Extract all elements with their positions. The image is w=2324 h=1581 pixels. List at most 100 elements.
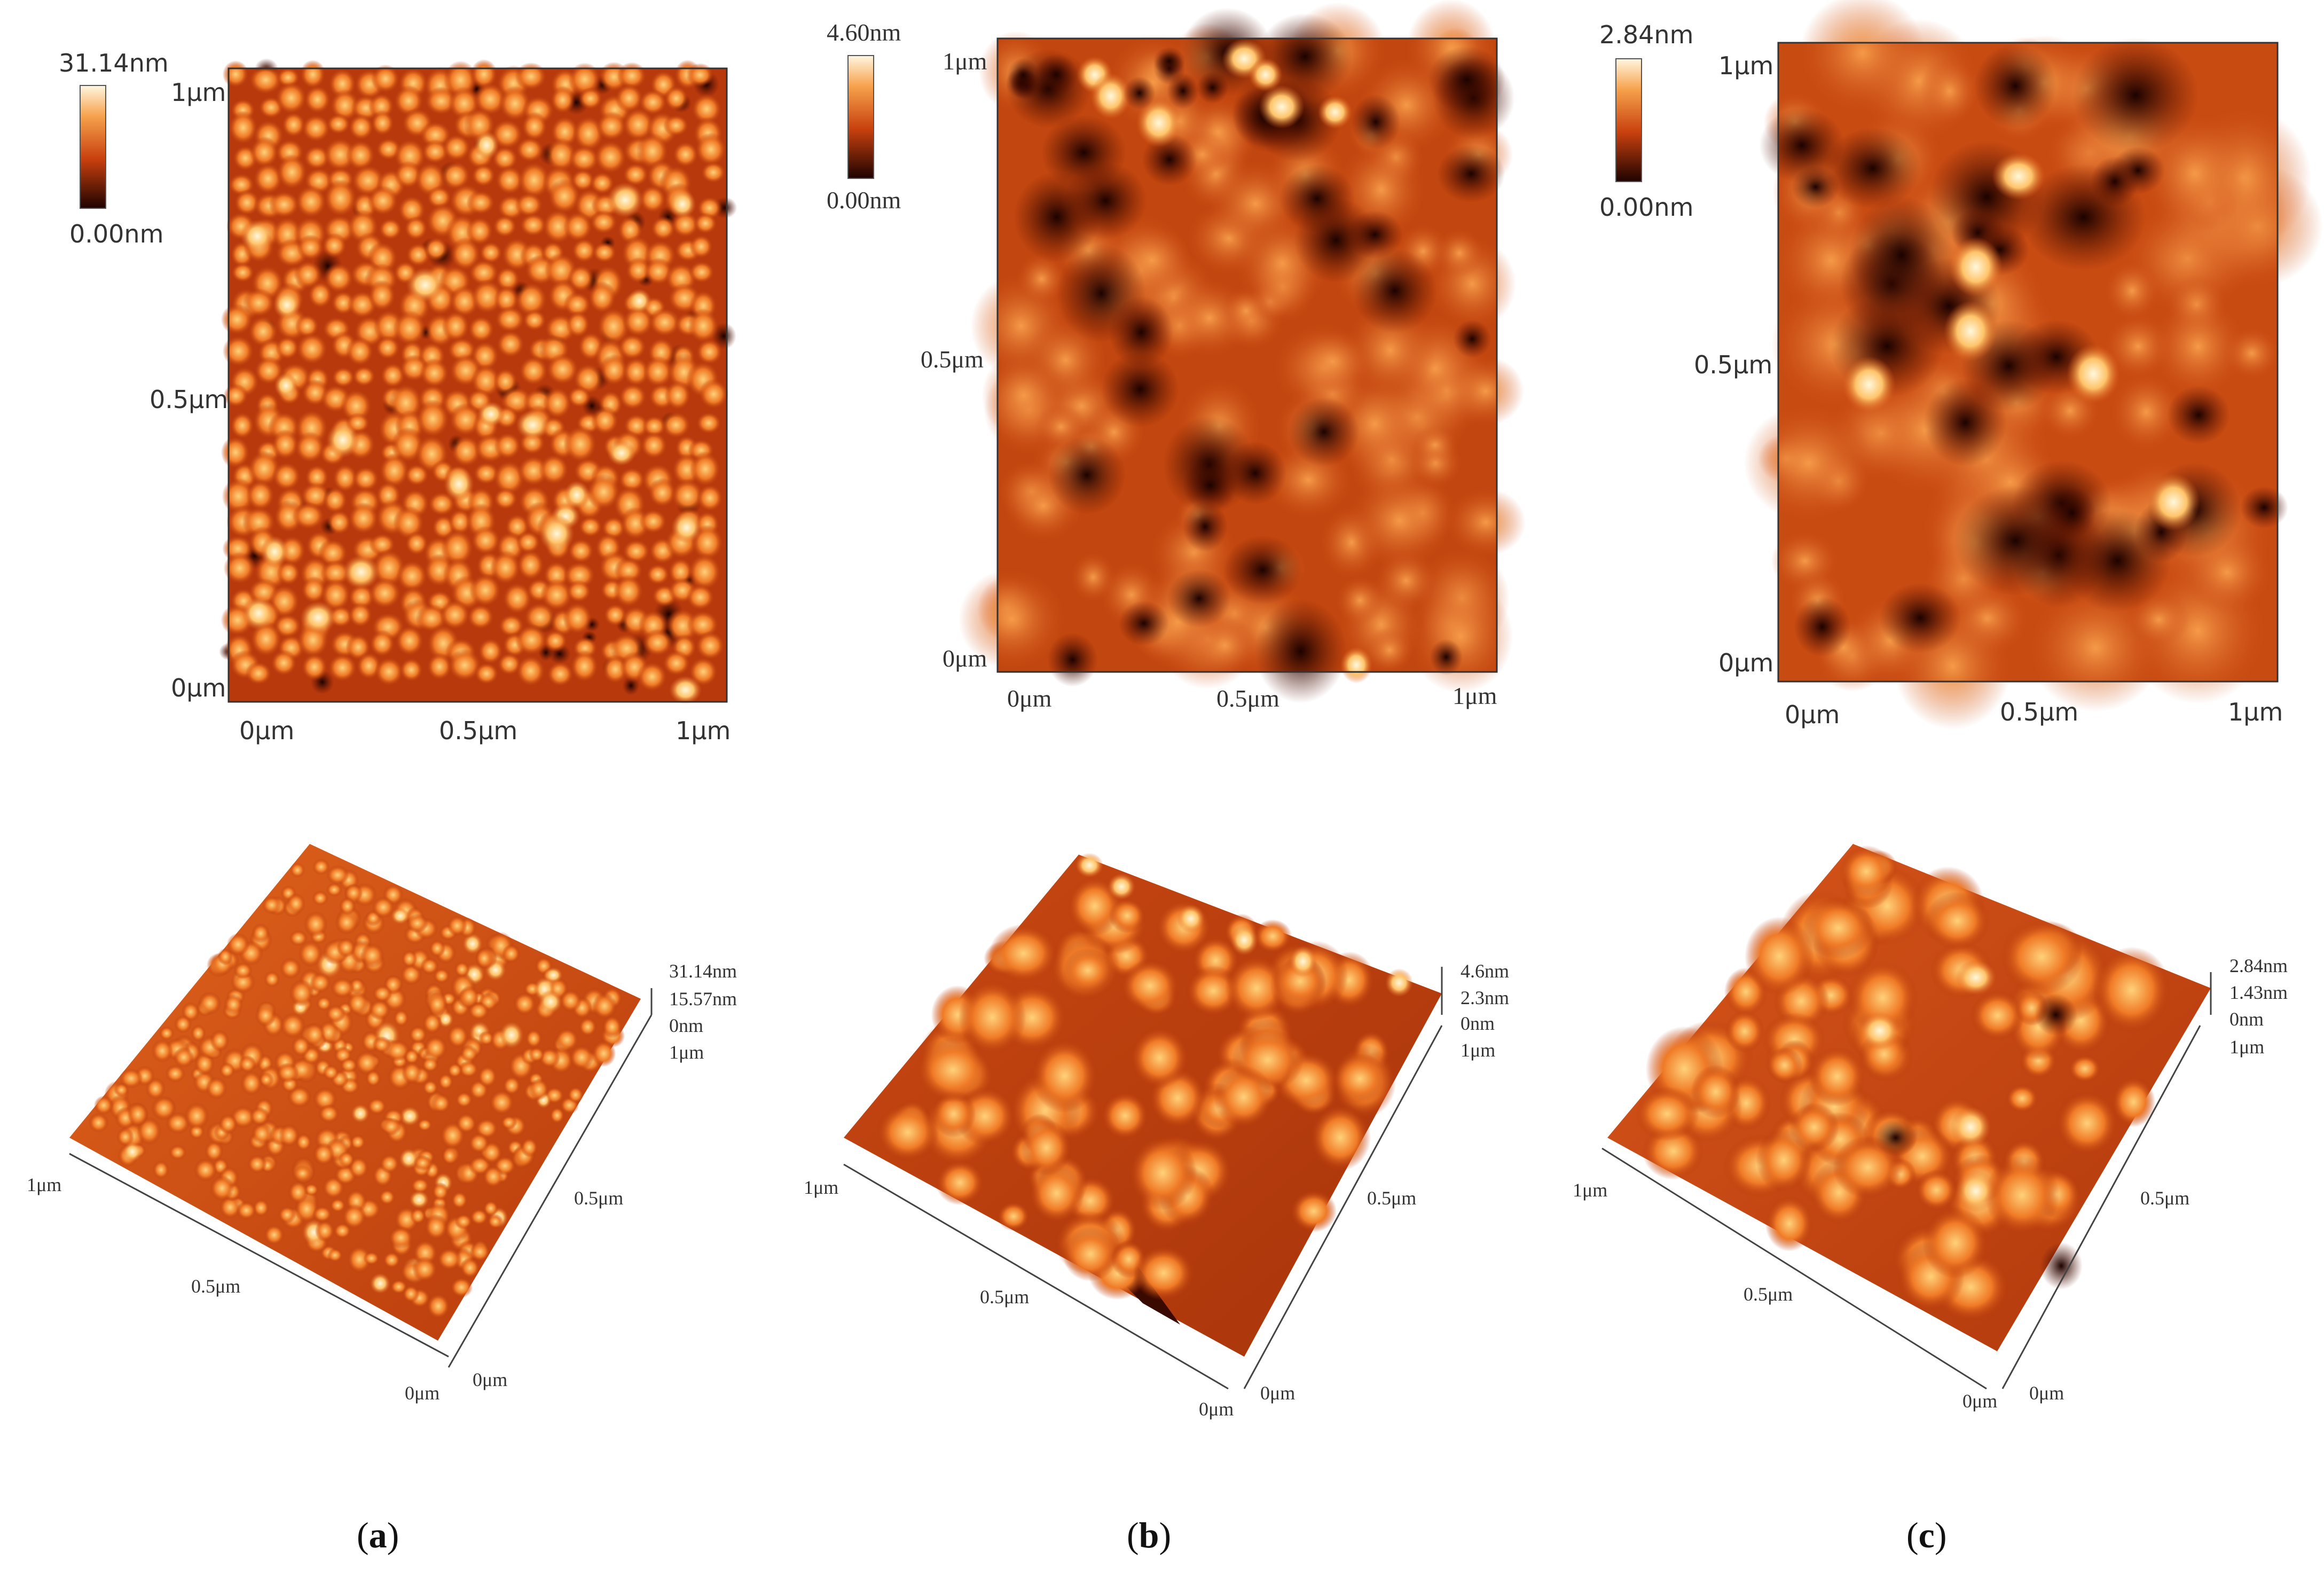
peak xyxy=(339,897,356,915)
grain-bright xyxy=(342,554,380,590)
peak xyxy=(438,1073,454,1090)
peak xyxy=(1766,1047,1803,1084)
grain xyxy=(301,114,331,143)
grain xyxy=(222,60,249,88)
dark-spot xyxy=(1196,71,1229,104)
bright-domain xyxy=(1842,356,1896,413)
dark-pit xyxy=(1874,1119,1917,1156)
grain xyxy=(326,113,351,135)
grain xyxy=(301,653,328,681)
peak xyxy=(1847,960,1918,1035)
peak xyxy=(958,980,1026,1055)
texture-blob xyxy=(1365,627,1414,674)
grain xyxy=(646,563,670,585)
grain xyxy=(378,218,403,240)
peak xyxy=(174,1015,192,1034)
texture-pit xyxy=(1167,569,1231,628)
peak xyxy=(592,992,617,1020)
grain xyxy=(303,145,331,170)
peak xyxy=(417,1118,433,1132)
peak xyxy=(114,1083,129,1098)
peak xyxy=(469,1242,490,1262)
bright-peak xyxy=(1385,968,1413,997)
panel-c-ytick-0: 0μm xyxy=(1718,648,1774,677)
peak xyxy=(278,1124,300,1147)
grain xyxy=(439,600,470,630)
panel-a-3d-surface xyxy=(69,844,653,1368)
panel-c-3d-corner-left: 0μm xyxy=(1962,1390,1998,1412)
panel-b-2d-map xyxy=(959,0,1526,703)
grain xyxy=(642,629,673,656)
grain xyxy=(467,315,495,343)
grain xyxy=(324,179,357,218)
peak xyxy=(370,1273,390,1294)
panel-b-3d-left-mid: 0.5μm xyxy=(980,1286,1030,1308)
grain xyxy=(622,357,650,387)
grain xyxy=(428,491,456,516)
peak xyxy=(247,1154,267,1174)
peak xyxy=(427,992,448,1016)
panel-b-3d-right-mid: 0.5μm xyxy=(1367,1187,1417,1209)
texture-pit xyxy=(1254,599,1347,703)
grain xyxy=(223,383,249,408)
dark-spot xyxy=(1167,73,1199,109)
texture-blob xyxy=(1800,0,1926,114)
grain xyxy=(514,281,548,317)
grain-bright xyxy=(261,535,289,568)
bright-spot xyxy=(1136,98,1182,147)
grain xyxy=(590,171,615,195)
grain xyxy=(348,584,375,610)
grain xyxy=(230,412,255,440)
texture-blob xyxy=(1348,472,1451,569)
panel-c-3d-left-end: 1μm xyxy=(1573,1179,1608,1201)
peak xyxy=(454,961,470,977)
grain-bright xyxy=(607,440,636,466)
grain xyxy=(348,502,379,535)
peak xyxy=(326,865,349,885)
panel-a-colorbar xyxy=(80,85,106,209)
texture-pit xyxy=(1109,296,1174,369)
peak xyxy=(249,1106,270,1126)
peak xyxy=(578,1017,597,1037)
peak xyxy=(338,1151,355,1168)
panel-a-3d-left-mid: 0.5μm xyxy=(191,1275,241,1297)
bright-spot xyxy=(1317,95,1353,129)
texture-blob xyxy=(1447,356,1524,426)
grain xyxy=(246,479,275,511)
peak xyxy=(421,1056,439,1073)
bright-peak xyxy=(1956,1170,1996,1212)
grain xyxy=(640,432,668,459)
panel-c-3d-right-mid: 0.5μm xyxy=(2140,1187,2190,1209)
peak xyxy=(127,1102,148,1126)
peak xyxy=(1984,1155,2060,1235)
peak xyxy=(406,913,429,933)
peak xyxy=(2056,1091,2118,1156)
grain xyxy=(591,406,619,435)
grain xyxy=(396,560,428,592)
panel-c-2d-map xyxy=(1744,0,2323,730)
grain xyxy=(639,508,668,534)
grain xyxy=(516,655,546,687)
grain xyxy=(622,162,649,186)
grain-bright xyxy=(273,290,301,319)
panel-b-z-max: 4.6nm xyxy=(1461,960,1510,982)
peak xyxy=(350,1134,366,1150)
grain xyxy=(497,652,522,676)
grain xyxy=(545,137,577,173)
panel-c-xtick-0: 0μm xyxy=(1785,700,1840,729)
peak xyxy=(1802,897,1874,959)
texture-pit xyxy=(1427,46,1506,114)
grain-bright xyxy=(274,372,298,398)
peak xyxy=(1839,845,1894,898)
panel-c-z-mid: 1.43nm xyxy=(2229,982,2288,1003)
peak xyxy=(360,943,384,968)
peak xyxy=(293,1165,312,1182)
grain xyxy=(332,463,358,493)
texture-blob xyxy=(2105,261,2160,320)
peak xyxy=(351,1104,370,1123)
peak xyxy=(312,890,328,906)
grain xyxy=(321,233,347,259)
grain-bright xyxy=(406,267,445,303)
grain xyxy=(701,161,726,184)
dark-spot xyxy=(1123,76,1156,110)
